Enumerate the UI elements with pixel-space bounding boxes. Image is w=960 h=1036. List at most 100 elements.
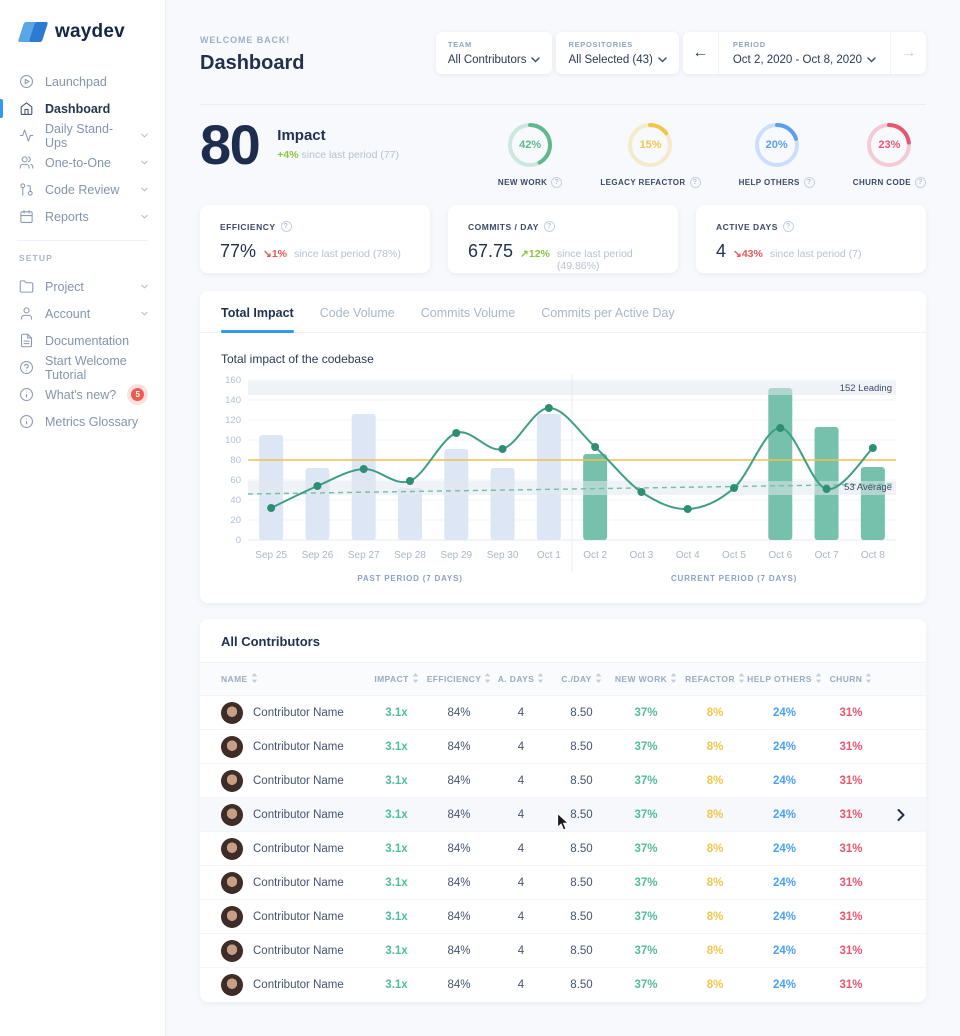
column-header-new-work[interactable]: NEW WORK bbox=[612, 673, 680, 685]
sidebar-item-account[interactable]: Account bbox=[0, 300, 165, 327]
help-icon[interactable]: ? bbox=[280, 221, 292, 232]
filter-label: REPOSITORIES bbox=[568, 40, 634, 49]
filter-value: All Selected (43) bbox=[568, 54, 667, 66]
sidebar-item-reports[interactable]: Reports bbox=[0, 203, 165, 230]
table-row[interactable]: Contributor Name 3.1x 84% 4 8.50 37% 8% 24% 31% bbox=[200, 866, 926, 900]
column-header-refactor[interactable]: REFACTOR bbox=[680, 673, 750, 685]
donut-ring: 15% bbox=[627, 122, 673, 168]
cell-commits-day: 8.50 bbox=[570, 706, 593, 719]
previous-period-button[interactable]: ← bbox=[683, 32, 719, 74]
svg-text:PAST PERIOD (7 DAYS): PAST PERIOD (7 DAYS) bbox=[357, 574, 462, 583]
cell-impact: 3.1x bbox=[385, 979, 408, 991]
sidebar-item-one-to-one[interactable]: One-to-One bbox=[0, 149, 165, 176]
cell-commits-day: 8.50 bbox=[570, 774, 593, 787]
filter-value: All Contributors bbox=[448, 54, 541, 66]
svg-text:0: 0 bbox=[236, 535, 241, 546]
sidebar-item-daily-stand-ups[interactable]: Daily Stand-Ups bbox=[0, 121, 165, 150]
main-content: WELCOME BACK! Dashboard TEAM All Contrib… bbox=[166, 0, 960, 1002]
tab-code-volume[interactable]: Code Volume bbox=[319, 306, 395, 320]
sidebar-item-label: Documentation bbox=[45, 333, 130, 348]
avatar bbox=[221, 803, 243, 826]
tab-commits-volume[interactable]: Commits Volume bbox=[420, 306, 516, 320]
column-header-name[interactable]: NAME bbox=[221, 673, 366, 685]
help-icon[interactable]: ? bbox=[803, 177, 815, 188]
column-header-efficiency[interactable]: EFFICIENCY bbox=[427, 673, 491, 685]
play-circle-icon bbox=[19, 74, 34, 89]
svg-text:Oct 4: Oct 4 bbox=[676, 550, 700, 561]
sidebar-nav-setup: Project Account Documentation Start Welcome… bbox=[0, 273, 165, 435]
team-filter[interactable]: TEAM All Contributors bbox=[435, 32, 553, 74]
sort-icon bbox=[537, 673, 544, 685]
period-selector[interactable]: PERIOD Oct 2, 2020 - Oct 8, 2020 bbox=[718, 32, 890, 74]
table-row[interactable]: Contributor Name 3.1x 84% 4 8.50 37% 8% 24% 31% bbox=[200, 968, 926, 1002]
arrow-up-right-icon: ↗ bbox=[520, 248, 529, 260]
svg-text:Sep 27: Sep 27 bbox=[348, 550, 380, 561]
sort-icon bbox=[595, 673, 602, 685]
help-icon[interactable]: ? bbox=[543, 221, 555, 232]
column-header-help-others[interactable]: HELP OTHERS bbox=[747, 673, 822, 685]
sidebar-item-metrics-glossary[interactable]: Metrics Glossary bbox=[0, 408, 165, 435]
cell-active-days: 4 bbox=[517, 979, 525, 991]
calendar-icon bbox=[19, 209, 34, 224]
svg-text:Oct 6: Oct 6 bbox=[768, 550, 792, 561]
metric-card-efficiency: EFFICIENCY ? 77% ↘1% since last period (… bbox=[200, 205, 430, 273]
sidebar-item-label: Daily Stand-Ups bbox=[45, 121, 114, 150]
sort-icon bbox=[738, 673, 745, 685]
waydev-logo[interactable]: waydev bbox=[0, 0, 165, 68]
cell-refactor: 8% bbox=[706, 842, 724, 855]
whats-new-badge: 5 bbox=[131, 388, 145, 401]
impact-delta-suffix: since last period (77) bbox=[301, 149, 399, 161]
table-row[interactable]: Contributor Name 3.1x 84% 4 8.50 37% 8% 24% 31% bbox=[200, 764, 926, 798]
cell-commits-day: 8.50 bbox=[570, 979, 593, 991]
table-header-row: NAME IMPACT EFFICIENCY A. DAYS C./DAY NE… bbox=[200, 662, 926, 696]
cell-help-others: 24% bbox=[772, 808, 797, 821]
sidebar-item-label: One-to-One bbox=[45, 155, 112, 170]
repositories-filter[interactable]: REPOSITORIES All Selected (43) bbox=[556, 32, 679, 74]
sidebar-item-what-s-new[interactable]: What's new? 5 bbox=[0, 381, 165, 408]
cell-new-work: 37% bbox=[634, 944, 658, 957]
table-row[interactable]: Contributor Name 3.1x 84% 4 8.50 37% 8% 24% 31% bbox=[200, 798, 926, 832]
chevron-down-icon bbox=[139, 130, 150, 141]
contributor-name-cell: Contributor Name bbox=[221, 701, 366, 724]
donut-label: NEW WORK ? bbox=[498, 177, 563, 188]
chevron-right-icon[interactable] bbox=[897, 808, 905, 821]
sidebar-item-label: Launchpad bbox=[45, 74, 107, 89]
sidebar-item-label: Start Welcome Tutorial bbox=[45, 353, 127, 382]
cell-impact: 3.1x bbox=[385, 706, 408, 719]
column-header-c-day[interactable]: C./DAY bbox=[551, 673, 612, 685]
svg-text:60: 60 bbox=[230, 475, 241, 486]
tab-commits-per-active-day[interactable]: Commits per Active Day bbox=[541, 306, 675, 320]
help-icon[interactable]: ? bbox=[689, 177, 701, 188]
cell-help-others: 24% bbox=[772, 876, 797, 889]
cell-refactor: 8% bbox=[706, 706, 724, 719]
chevron-down-icon bbox=[658, 54, 667, 66]
help-icon[interactable]: ? bbox=[915, 177, 926, 188]
help-icon[interactable]: ? bbox=[782, 221, 794, 232]
sidebar-item-code-review[interactable]: Code Review bbox=[0, 176, 165, 203]
table-row[interactable]: Contributor Name 3.1x 84% 4 8.50 37% 8% 24% 31% bbox=[200, 900, 926, 934]
column-header-a-days[interactable]: A. DAYS bbox=[491, 673, 551, 685]
sidebar-item-documentation[interactable]: Documentation bbox=[0, 327, 165, 354]
table-row[interactable]: Contributor Name 3.1x 84% 4 8.50 37% 8% 24% 31% bbox=[200, 730, 926, 764]
sidebar-item-dashboard[interactable]: Dashboard bbox=[0, 95, 165, 122]
contributor-name: Contributor Name bbox=[253, 944, 344, 957]
sidebar-divider bbox=[17, 240, 148, 241]
help-icon[interactable]: ? bbox=[551, 177, 563, 188]
cell-help-others: 24% bbox=[772, 842, 797, 855]
tab-total-impact[interactable]: Total Impact bbox=[221, 306, 294, 333]
sidebar-item-label: Account bbox=[45, 306, 91, 321]
svg-text:100: 100 bbox=[225, 435, 241, 446]
avatar bbox=[221, 905, 243, 928]
table-row[interactable]: Contributor Name 3.1x 84% 4 8.50 37% 8% 24% 31% bbox=[200, 934, 926, 968]
metric-delta-suffix: since last period (7) bbox=[769, 248, 862, 260]
donut-ring: 23% bbox=[866, 122, 912, 168]
sidebar-item-launchpad[interactable]: Launchpad bbox=[0, 68, 165, 95]
sidebar-item-start-welcome-tutorial[interactable]: Start Welcome Tutorial bbox=[0, 353, 165, 382]
sidebar-item-project[interactable]: Project bbox=[0, 273, 165, 300]
cell-commits-day: 8.50 bbox=[570, 808, 593, 821]
column-header-churn[interactable]: CHURN bbox=[819, 673, 883, 685]
table-row[interactable]: Contributor Name 3.1x 84% 4 8.50 37% 8% 24% 31% bbox=[200, 696, 926, 730]
next-period-button[interactable]: → bbox=[890, 32, 926, 74]
column-header-impact[interactable]: IMPACT bbox=[366, 673, 427, 685]
table-row[interactable]: Contributor Name 3.1x 84% 4 8.50 37% 8% 24% 31% bbox=[200, 832, 926, 866]
